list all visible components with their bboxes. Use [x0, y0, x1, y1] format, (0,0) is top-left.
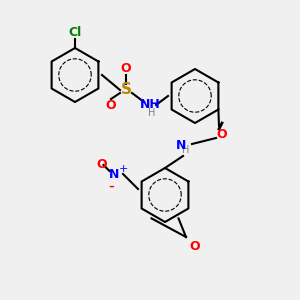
- Text: H: H: [182, 145, 190, 155]
- Text: NH: NH: [140, 98, 160, 112]
- Text: H: H: [148, 107, 155, 118]
- Text: N: N: [176, 139, 187, 152]
- Text: O: O: [97, 158, 107, 172]
- Text: O: O: [217, 128, 227, 142]
- Text: N: N: [109, 167, 119, 181]
- Text: +: +: [118, 164, 128, 175]
- Text: -: -: [108, 177, 114, 195]
- Text: O: O: [121, 62, 131, 75]
- Text: Cl: Cl: [68, 26, 82, 39]
- Text: O: O: [106, 99, 116, 112]
- Text: S: S: [121, 82, 131, 98]
- Text: O: O: [190, 239, 200, 253]
